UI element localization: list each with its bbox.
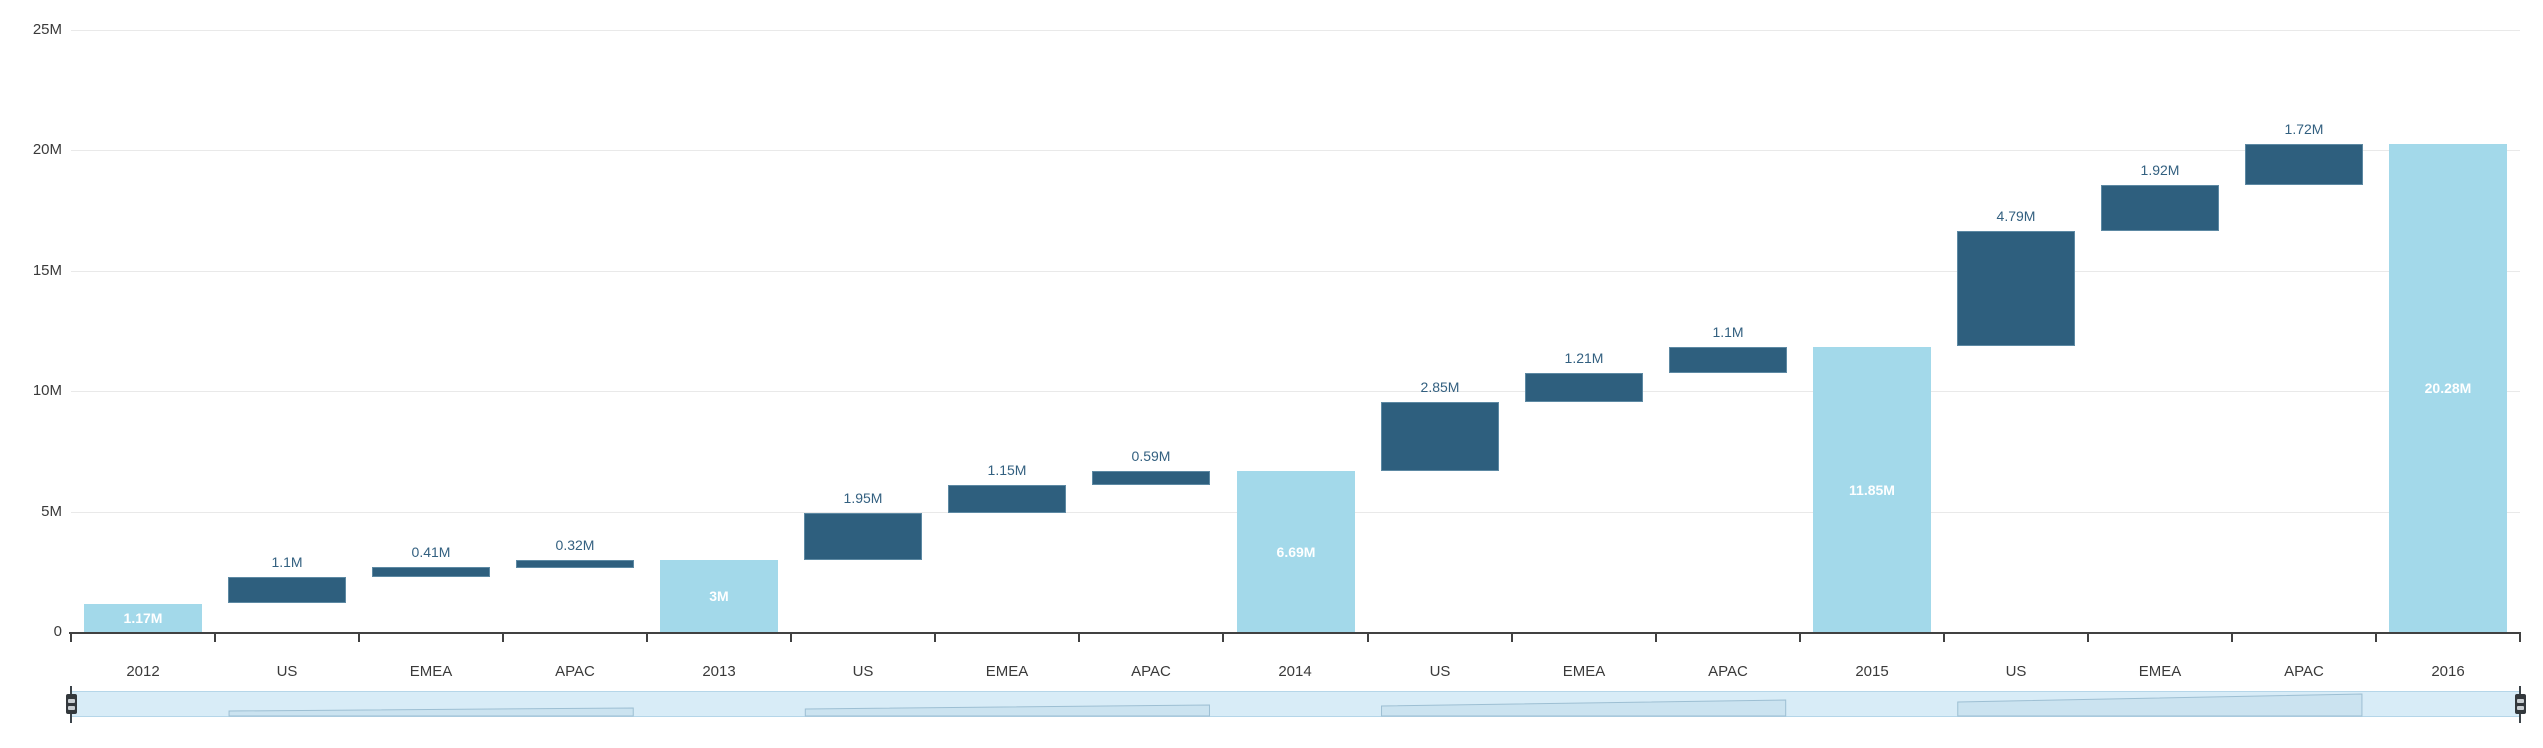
navigator-preview-group — [1957, 693, 2363, 717]
y-axis-tick-label: 5M — [41, 503, 62, 520]
x-axis-category-label: APAC — [555, 663, 595, 680]
x-axis-tick — [1222, 632, 1224, 642]
waterfall-bar-emea-2[interactable] — [372, 567, 490, 577]
waterfall-bar-emea-10[interactable] — [1525, 373, 1643, 402]
bar-value-label: 1.72M — [2284, 121, 2324, 137]
waterfall-bar-apac-7[interactable] — [1092, 471, 1210, 485]
waterfall-bar-2013-4[interactable] — [660, 560, 778, 632]
x-axis-category-label: 2015 — [1855, 663, 1889, 680]
y-gridline — [71, 150, 2520, 151]
x-axis-tick — [2231, 632, 2233, 642]
y-axis-tick-label: 25M — [32, 21, 62, 38]
bar-value-label: 1.92M — [2140, 162, 2180, 178]
navigator-preview-group — [804, 704, 1210, 717]
x-axis-category-label: EMEA — [2138, 663, 2182, 680]
navigator — [0, 683, 2543, 748]
waterfall-bar-2012-0[interactable] — [84, 604, 202, 632]
grip-line — [68, 698, 75, 703]
x-axis-category-label: US — [2005, 663, 2027, 680]
x-axis-line — [69, 632, 2520, 634]
drag-handle-icon — [2517, 698, 2524, 710]
x-axis-category-label: APAC — [2284, 663, 2324, 680]
bar-value-label: 0.59M — [1131, 448, 1171, 464]
bar-value-label: 1.17M — [123, 610, 163, 626]
bar-value-label: 1.95M — [843, 490, 883, 506]
x-axis-tick — [2375, 632, 2377, 642]
grip-line — [2517, 698, 2524, 703]
navigator-preview-group — [228, 707, 634, 717]
waterfall-bar-apac-11[interactable] — [1669, 347, 1787, 373]
x-axis-tick — [1655, 632, 1657, 642]
x-axis-category-label: APAC — [1131, 663, 1171, 680]
bar-value-label: 4.79M — [1996, 208, 2036, 224]
grip-line — [68, 705, 75, 710]
x-axis-category-label: 2014 — [1278, 663, 1312, 680]
x-axis-category-label: EMEA — [1562, 663, 1606, 680]
navigator-preview-group — [1381, 699, 1787, 717]
waterfall-bar-us-5[interactable] — [804, 513, 922, 560]
bar-value-label: 1.21M — [1564, 350, 1604, 366]
bar-value-label: 2.85M — [1420, 379, 1460, 395]
x-axis-category-label: US — [276, 663, 298, 680]
x-axis-category-label: 2012 — [126, 663, 160, 680]
bar-value-label: 0.41M — [411, 544, 451, 560]
x-axis-category-label: 2016 — [2431, 663, 2465, 680]
x-axis-tick — [502, 632, 504, 642]
x-axis-tick — [214, 632, 216, 642]
waterfall-bar-emea-6[interactable] — [948, 485, 1066, 513]
bar-value-label: 11.85M — [1849, 481, 1895, 498]
x-axis-tick — [1799, 632, 1801, 642]
waterfall-bar-us-1[interactable] — [228, 577, 346, 603]
waterfall-bar-2016-16[interactable] — [2389, 144, 2507, 632]
bar-value-label: 6.69M — [1276, 543, 1316, 560]
x-axis-tick — [1943, 632, 1945, 642]
x-axis-category-label: EMEA — [985, 663, 1029, 680]
y-axis-tick-label: 15M — [32, 262, 62, 279]
x-axis-tick — [2519, 632, 2521, 642]
navigator-track[interactable] — [71, 691, 2520, 717]
waterfall-bar-2014-8[interactable] — [1237, 471, 1355, 632]
y-gridline — [71, 391, 2520, 392]
x-axis-category-label: APAC — [1708, 663, 1748, 680]
navigator-left-handle[interactable] — [66, 694, 77, 714]
x-axis-tick — [358, 632, 360, 642]
x-axis-tick — [1078, 632, 1080, 642]
x-axis-tick — [1367, 632, 1369, 642]
x-axis-category-label: US — [852, 663, 874, 680]
waterfall-bar-emea-14[interactable] — [2101, 185, 2219, 231]
bar-value-label: 1.15M — [987, 462, 1027, 478]
x-axis-tick — [1511, 632, 1513, 642]
waterfall-bar-us-9[interactable] — [1381, 402, 1499, 471]
y-axis-tick-label: 0 — [53, 623, 62, 640]
drag-handle-icon — [68, 698, 75, 710]
waterfall-bar-apac-3[interactable] — [516, 560, 634, 568]
x-axis-tick — [2087, 632, 2089, 642]
y-gridline — [71, 271, 2520, 272]
waterfall-bar-2015-12[interactable] — [1813, 347, 1931, 632]
grip-line — [2517, 705, 2524, 710]
bar-value-label: 3M — [709, 588, 729, 604]
waterfall-bar-us-13[interactable] — [1957, 231, 2075, 346]
y-axis-tick-label: 20M — [32, 141, 62, 158]
bar-value-label: 0.32M — [555, 537, 595, 553]
plot-area: 25M 20M 15M 10M 5M 0 1.17M 1.1M 0.41M 0.32M 3M 1.95… — [32, 21, 2521, 680]
x-axis-tick — [646, 632, 648, 642]
bar-value-label: 20.28M — [2424, 380, 2472, 396]
x-axis-tick — [934, 632, 936, 642]
navigator-right-handle[interactable] — [2515, 694, 2526, 714]
x-axis-category-label: 2013 — [702, 663, 736, 680]
bar-value-label: 1.1M — [1712, 324, 1744, 340]
x-axis-tick — [70, 632, 72, 642]
x-axis-category-label: EMEA — [409, 663, 453, 680]
x-axis-tick — [790, 632, 792, 642]
y-gridline — [71, 30, 2520, 31]
bar-value-label: 1.1M — [271, 554, 303, 570]
waterfall-bar-apac-15[interactable] — [2245, 144, 2363, 185]
x-axis-category-label: US — [1429, 663, 1451, 680]
navigator-preview — [228, 693, 2363, 717]
y-axis-tick-label: 10M — [32, 382, 62, 399]
